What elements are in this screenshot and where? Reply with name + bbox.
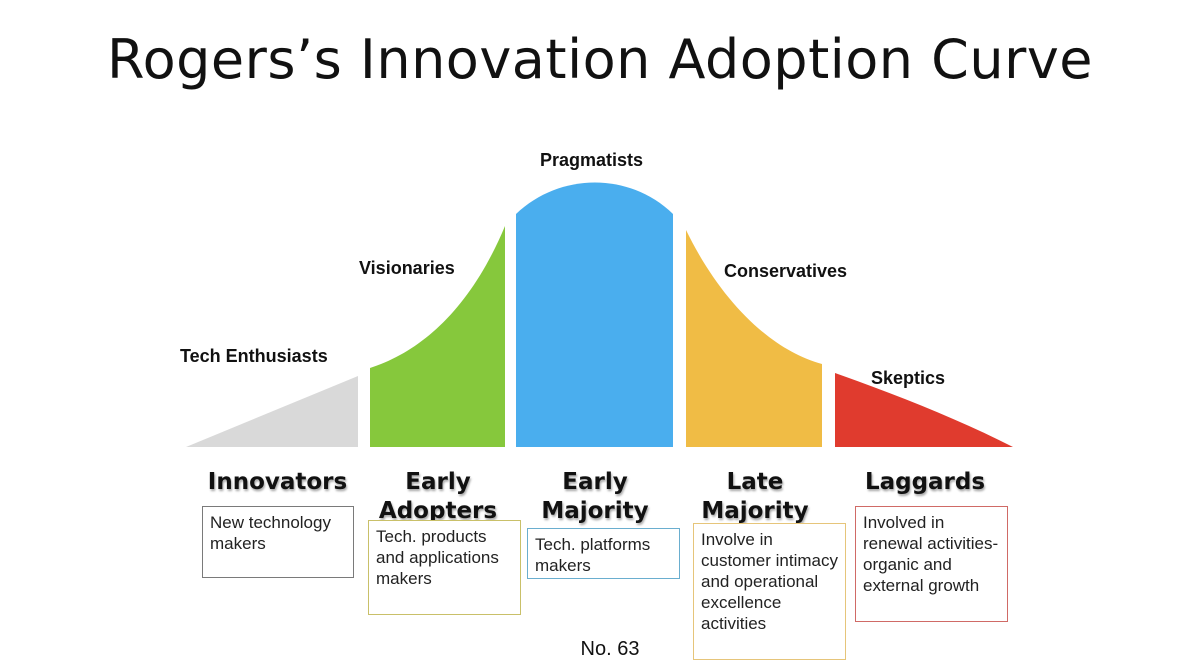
slide-number: No. 63 bbox=[580, 638, 640, 660]
description-laggards: Involved in renewal activities-organic a… bbox=[855, 506, 1008, 622]
persona-late-majority: Conservatives bbox=[724, 261, 848, 281]
laggards-region bbox=[835, 373, 1013, 447]
early-adopters-region bbox=[370, 226, 505, 447]
persona-early-adopters: Visionaries bbox=[359, 258, 455, 278]
segment-late-majority: Late Majority bbox=[701, 469, 809, 524]
segment-early-adopters: Early Adopters bbox=[378, 469, 498, 524]
persona-laggards: Skeptics bbox=[871, 368, 946, 388]
description-innovators: New technology makers bbox=[202, 506, 354, 578]
persona-early-majority: Pragmatists bbox=[540, 150, 644, 170]
description-early-majority: Tech. platforms makers bbox=[527, 528, 680, 579]
segment-laggards: Laggards bbox=[864, 469, 986, 495]
segment-innovators: Innovators bbox=[207, 469, 348, 495]
late-majority-region bbox=[686, 230, 822, 447]
diagram-title: Rogers’s Innovation Adoption Curve bbox=[107, 28, 1093, 91]
innovators-region bbox=[186, 376, 358, 447]
segment-early-majority: Early Majority bbox=[541, 469, 649, 524]
description-early-adopters: Tech. products and applications makers bbox=[368, 520, 521, 615]
persona-innovators: Tech Enthusiasts bbox=[180, 346, 328, 366]
early-majority-region bbox=[516, 182, 673, 447]
description-late-majority: Involve in customer intimacy and operati… bbox=[693, 523, 846, 660]
